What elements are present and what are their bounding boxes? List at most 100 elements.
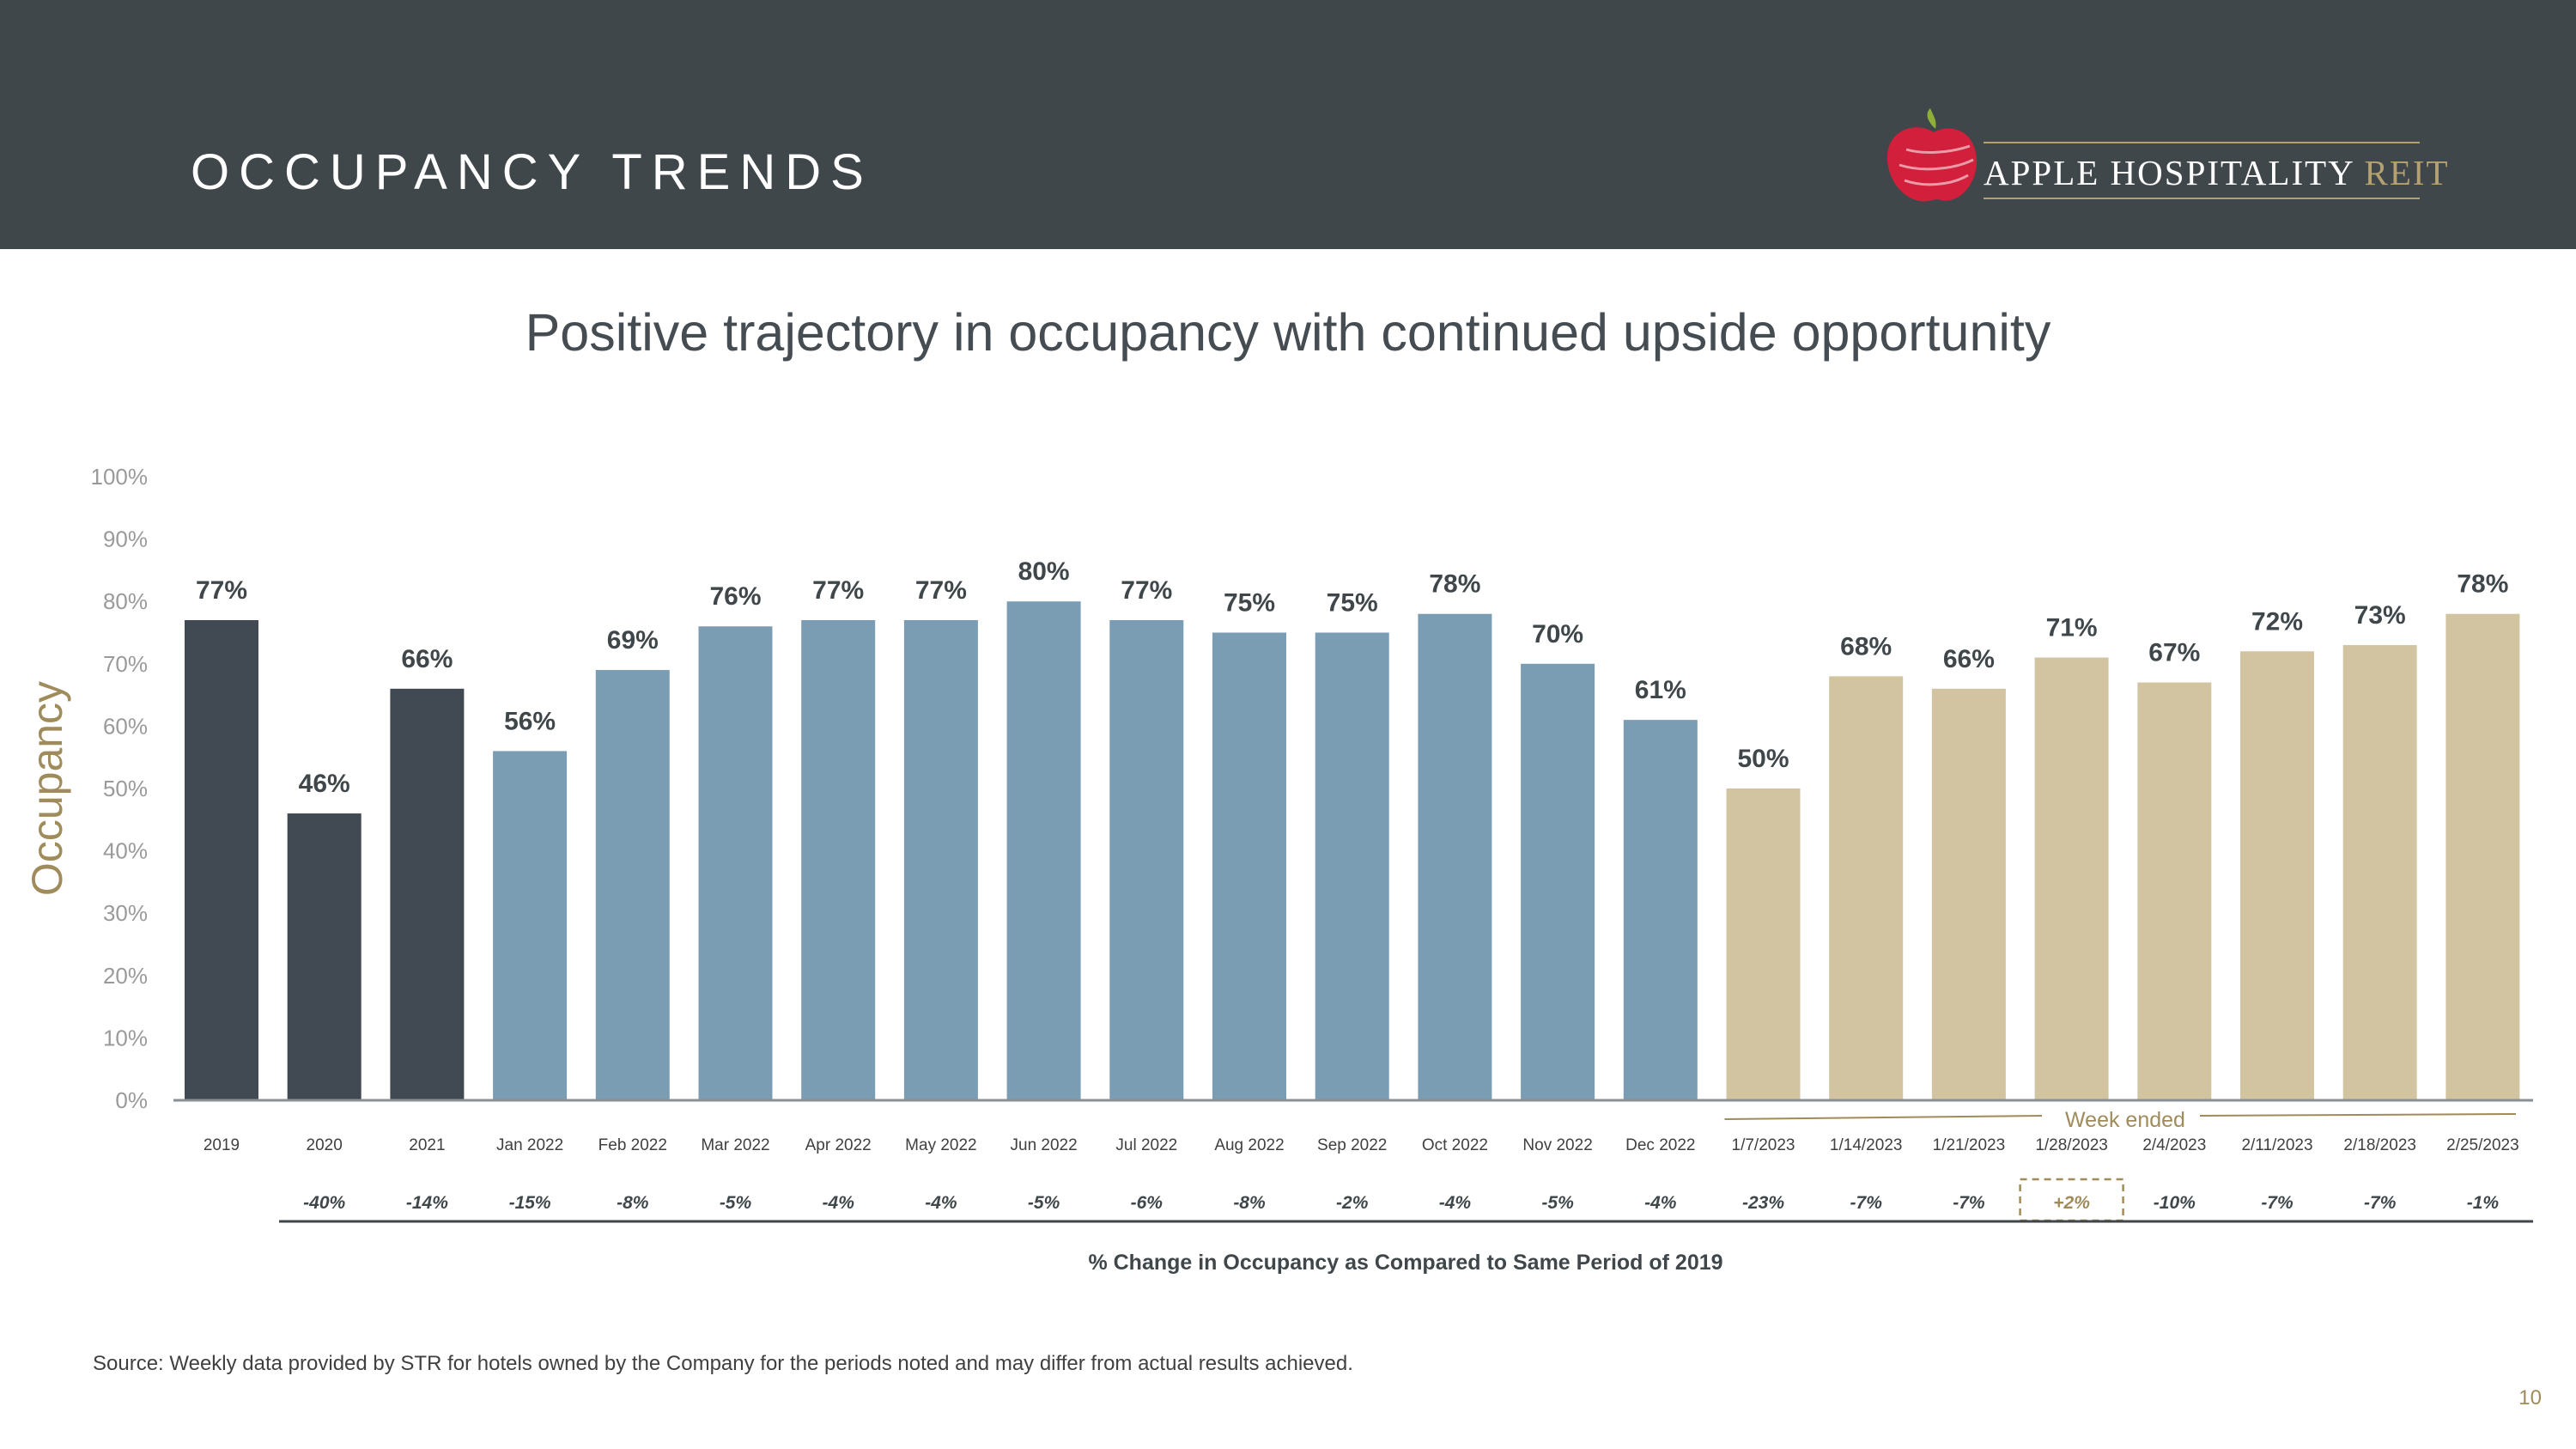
bar-value-label: 75% [1327,589,1378,618]
bar-value-label: 67% [2148,639,2200,667]
change-value: -14% [406,1193,448,1213]
x-tick-label: 2020 [307,1136,343,1154]
bar-value-label: 78% [2457,570,2508,599]
change-value: -7% [1953,1193,1985,1213]
bar-value-label: 69% [607,626,659,654]
y-tick-label: 60% [103,713,148,739]
change-value: -4% [823,1193,855,1213]
y-tick-label: 10% [103,1025,148,1050]
bar [493,751,568,1100]
bar-value-label: 46% [299,770,350,798]
bar [698,626,773,1100]
week-bracket-left [1724,1115,2043,1120]
change-value: -5% [1541,1193,1574,1213]
x-tick-label: Dec 2022 [1625,1136,1695,1154]
bar-value-label: 68% [1840,632,1892,661]
y-tick-label: 20% [103,963,148,989]
change-value: -4% [1644,1193,1677,1213]
bar [2137,682,2212,1100]
bar-value-label: 66% [1943,645,1995,673]
bar [1623,720,1698,1100]
change-value: +2% [2053,1193,2090,1213]
change-value: -10% [2154,1193,2196,1213]
x-tick-label: Apr 2022 [805,1136,872,1154]
bar-value-label: 73% [2354,601,2406,630]
bar-value-label: 76% [709,582,761,611]
occupancy-bar-chart: 0% 10% 20% 30% 40% 50% 60% 70% 80% 90% 100% Occupan… [23,464,2533,1275]
bar [1006,601,1081,1100]
x-tick-label: Nov 2022 [1522,1136,1592,1154]
change-value: -6% [1131,1193,1163,1213]
bar-value-label: 61% [1635,676,1686,704]
source-note: Source: Weekly data provided by STR for … [93,1352,1353,1375]
bar [2240,651,2314,1100]
y-tick-label: 0% [115,1087,148,1113]
change-value: -1% [2467,1193,2500,1213]
logo-text: APPLE HOSPITALITY REIT [1984,151,2450,194]
bar-value-label: 66% [401,645,453,673]
y-tick-label: 90% [103,527,148,552]
change-value: -5% [720,1193,752,1213]
change-value: -4% [925,1193,957,1213]
bar [903,619,978,1100]
x-tick-label: 2/4/2023 [2142,1136,2206,1154]
slide-subtitle: Positive trajectory in occupancy with co… [525,303,2051,362]
bar [1931,688,2006,1100]
change-row-caption: % Change in Occupancy as Compared to Sam… [1088,1251,1722,1275]
bar [1212,632,1286,1100]
bar-value-label: 78% [1429,570,1480,599]
bar [390,688,465,1100]
change-value: -7% [2364,1193,2397,1213]
page-title: OCCUPANCY TRENDS [191,144,873,200]
y-tick-label: 30% [103,900,148,926]
bar [185,619,258,1100]
x-tick-label: Jan 2022 [496,1136,563,1154]
y-tick-label: 50% [103,776,148,801]
change-value: -7% [1850,1193,1883,1213]
x-tick-label: 2021 [409,1136,445,1154]
y-tick-label: 80% [103,588,148,614]
bar [287,813,361,1100]
bar-value-label: 71% [2046,614,2098,642]
bar [595,670,670,1100]
bar [2342,645,2417,1100]
logo-text-accent: REIT [2364,153,2450,192]
bar-value-label: 77% [196,576,247,605]
page-number: 10 [2518,1386,2542,1409]
x-tick-label: 1/14/2023 [1830,1136,1903,1154]
bar [1829,676,1904,1100]
change-value: -40% [303,1193,345,1213]
change-value: -5% [1028,1193,1060,1213]
bar [1726,788,1801,1100]
bar-value-label: 56% [504,707,556,735]
x-tick-label: Feb 2022 [598,1136,667,1154]
x-tick-label: 1/21/2023 [1933,1136,2006,1154]
change-value: -15% [509,1193,551,1213]
y-axis-title: Occupancy [23,681,71,896]
change-value: -7% [2261,1193,2293,1213]
x-tick-label: Sep 2022 [1317,1136,1387,1154]
bar-value-label: 70% [1532,620,1583,648]
x-tick-label: Mar 2022 [701,1136,769,1154]
bar [2034,657,2109,1100]
x-tick-label: 2/18/2023 [2343,1136,2416,1154]
bar-value-label: 77% [812,576,864,605]
week-bracket-right [2199,1113,2517,1117]
bar-value-label: 80% [1018,557,1070,586]
y-tick-label: 40% [103,838,148,864]
bar [1315,632,1389,1100]
bar [1418,613,1492,1100]
change-value: -2% [1336,1193,1369,1213]
bar [801,619,876,1100]
x-tick-label: 2/11/2023 [2241,1136,2312,1154]
bar-value-label: 72% [2251,607,2303,636]
x-tick-label: 1/7/2023 [1732,1136,1795,1154]
x-tick-label: May 2022 [905,1136,976,1154]
bar-value-label: 77% [1121,576,1172,605]
logo-rule-bottom [1984,198,2420,199]
y-tick-label: 70% [103,651,148,677]
apple-logo-icon [1886,108,1977,202]
x-tick-label: 2/25/2023 [2446,1136,2519,1154]
change-value: -8% [617,1193,649,1213]
x-tick-label: 1/28/2023 [2035,1136,2108,1154]
